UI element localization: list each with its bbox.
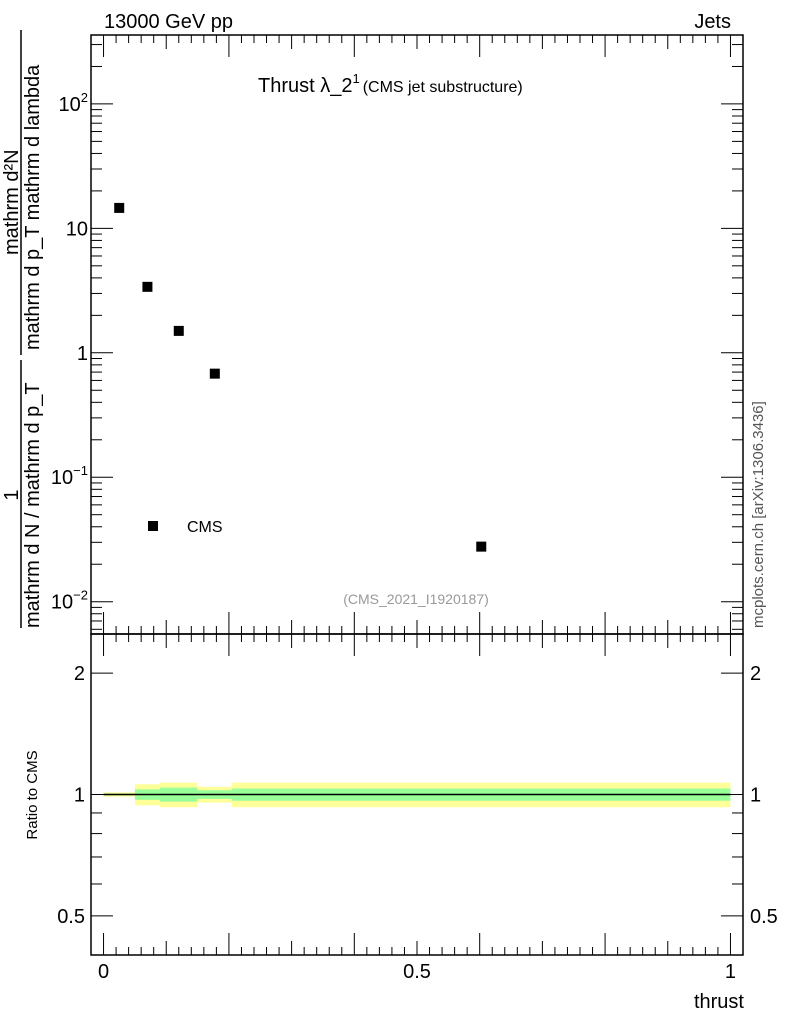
data-point <box>173 325 184 336</box>
ratio-y-tick-label: 1 <box>74 785 85 807</box>
main-frame <box>90 34 744 635</box>
x-axis-label: thrust <box>694 991 744 1013</box>
y-label-right-den: mathrm d p_T mathrm d lambda <box>22 64 44 350</box>
x-tick-label: 0 <box>98 961 109 983</box>
header-left: 13000 GeV pp <box>104 11 233 33</box>
y-axis-label: 1 mathrm d N / mathrm d p_T mathrm d²N m… <box>1 30 44 628</box>
y-tick-label: 10 <box>66 218 88 240</box>
main-plot: 102 10 1 10−1 10−2 CMS <box>51 34 744 635</box>
ratio-y-tick-label: 2 <box>74 663 85 685</box>
data-point <box>142 281 153 292</box>
data-point <box>476 541 487 552</box>
data-point <box>209 368 220 379</box>
ratio-y-tick-label-right: 1 <box>750 785 761 807</box>
analysis-id: (CMS_2021_I1920187) <box>343 591 489 607</box>
y-label-left-num: 1 <box>1 489 23 500</box>
y-tick-label: 1 <box>77 343 88 365</box>
y-label-left-den: mathrm d N / mathrm d p_T <box>22 382 44 628</box>
x-tick-label: 0.5 <box>403 961 431 983</box>
y-tick-label: 10−2 <box>51 588 88 614</box>
ratio-y-tick-label: 0.5 <box>57 906 85 928</box>
data-point <box>114 202 125 213</box>
ratio-y-label: Ratio to CMS <box>24 750 41 839</box>
legend-label: CMS <box>187 519 223 536</box>
y-tick-label: 102 <box>59 90 88 116</box>
x-tick-label: 1 <box>725 961 736 983</box>
legend-marker <box>148 521 158 531</box>
ratio-y-tick-label-right: 0.5 <box>750 906 778 928</box>
ratio-y-tick-label-right: 2 <box>750 663 761 685</box>
side-label: mcplots.cern.ch [arXiv:1306.3436] <box>750 401 767 628</box>
y-label-right-num: mathrm d²N <box>1 149 23 255</box>
header-right: Jets <box>694 11 731 33</box>
y-tick-label: 10−1 <box>51 463 88 489</box>
ratio-plot: 2 2 1 1 0.5 0.5 0 0.5 1 <box>57 633 778 983</box>
chart-title: Thrust λ_21(CMS jet substructure) <box>258 71 523 97</box>
